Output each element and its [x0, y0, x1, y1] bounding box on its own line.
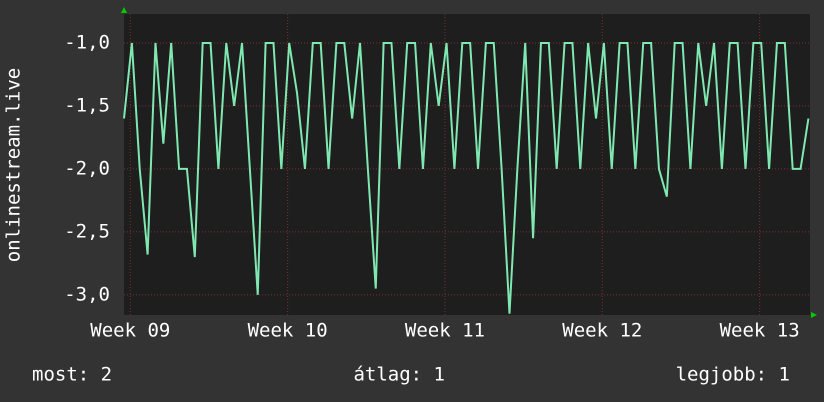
stat-average: átlag: 1	[353, 364, 445, 386]
axis-arrow	[121, 7, 127, 13]
plot-area	[124, 14, 810, 315]
x-tick-label: Week 09	[90, 320, 170, 342]
y-tick-label: -2,5	[64, 220, 110, 242]
y-axis-label: onlinestream.live	[3, 68, 25, 262]
data-line	[123, 41, 810, 314]
y-tick-label: -1,0	[64, 31, 110, 53]
x-tick-label: Week 10	[248, 320, 328, 342]
y-tick-label: -1,5	[64, 94, 110, 116]
stat-current: most: 2	[32, 364, 112, 386]
axis-arrow	[811, 312, 817, 318]
y-tick-label: -3,0	[64, 283, 110, 305]
y-tick-label: -2,0	[64, 157, 110, 179]
x-tick-label: Week 13	[720, 320, 800, 342]
stat-best: legjobb: 1	[676, 364, 790, 386]
x-tick-label: Week 12	[562, 320, 642, 342]
x-tick-label: Week 11	[405, 320, 485, 342]
